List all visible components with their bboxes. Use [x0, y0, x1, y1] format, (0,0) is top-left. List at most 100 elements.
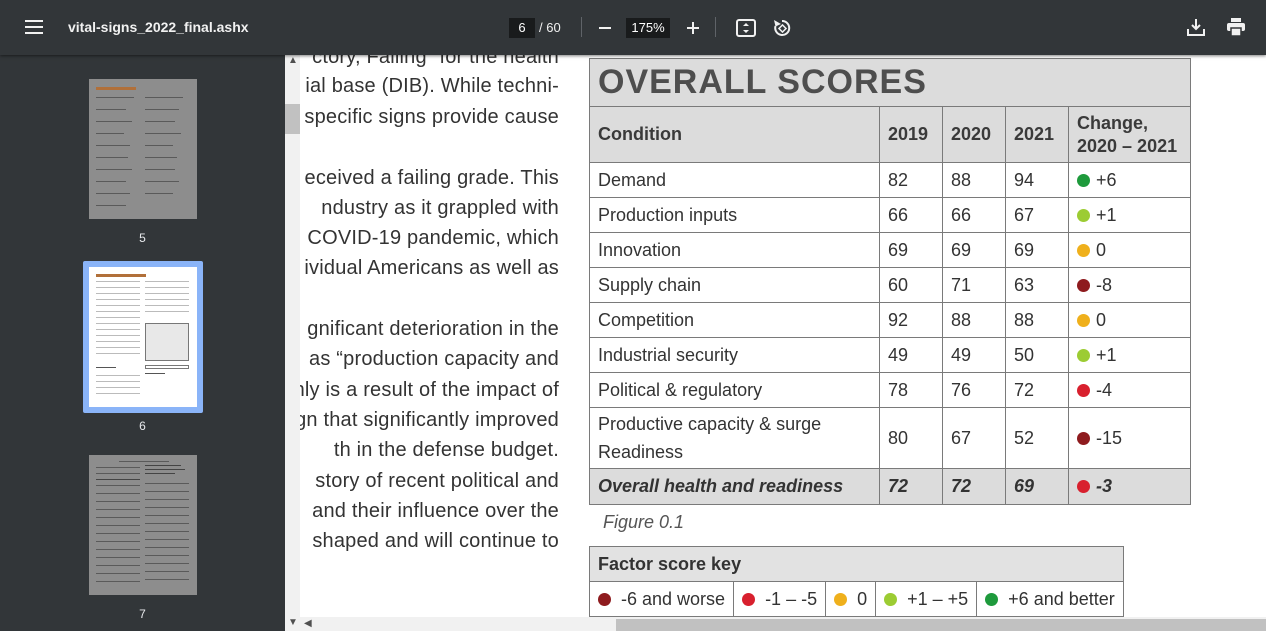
value-2019: 78	[879, 372, 943, 408]
scroll-down-arrow[interactable]: ▼	[288, 617, 298, 628]
value-2020: 88	[942, 162, 1006, 198]
fit-to-page-icon[interactable]	[730, 12, 762, 44]
change-cell: -4	[1068, 372, 1191, 408]
scroll-left-arrow[interactable]: ◀	[304, 618, 312, 629]
key-item: -1 – -5	[733, 581, 827, 617]
change-cell: -15	[1068, 407, 1191, 469]
key-title: Factor score key	[589, 546, 1124, 582]
download-icon[interactable]	[1180, 11, 1212, 43]
change-value: +1	[1096, 344, 1117, 365]
key-label: +6 and better	[1008, 588, 1115, 609]
key-row: -6 and worse -1 – -5 0 +1 – +5 +6 and be…	[588, 581, 1124, 617]
toolbar-divider	[715, 17, 716, 37]
body-text-line: ividual Americans as well as	[304, 257, 559, 279]
condition-cell: Innovation	[589, 232, 880, 268]
page-thumbnail-7[interactable]	[89, 455, 197, 595]
header-2020: 2020	[942, 106, 1006, 163]
value-2019: 60	[879, 267, 943, 303]
change-value: 0	[1096, 239, 1107, 260]
key-label: -6 and worse	[621, 588, 726, 609]
pdf-toolbar: vital-signs_2022_final.ashx 6 / 60 175%	[0, 0, 1266, 55]
horizontal-scrollbar[interactable]: ◀	[300, 617, 1266, 631]
change-value: -4	[1096, 379, 1113, 400]
print-icon[interactable]	[1220, 11, 1252, 43]
key-item: 0	[825, 581, 877, 617]
value-2021: 69	[1005, 468, 1069, 505]
change-value: +6	[1096, 169, 1117, 190]
value-2021: 94	[1005, 162, 1069, 198]
status-dot-icon	[1077, 313, 1090, 327]
status-dot-icon	[1077, 278, 1090, 292]
change-cell: 0	[1068, 232, 1191, 268]
key-item: +6 and better	[976, 581, 1124, 617]
zoom-in-button[interactable]	[677, 12, 709, 44]
value-2019: 69	[879, 232, 943, 268]
page-thumbnail-6[interactable]	[89, 267, 197, 407]
page-total: / 60	[539, 20, 561, 35]
status-dot-icon	[1077, 243, 1090, 257]
change-value: -8	[1096, 274, 1113, 295]
header-condition: Condition	[589, 106, 880, 163]
body-text-line: as “production capacity and	[309, 348, 559, 370]
condition-cell: Competition	[589, 302, 880, 338]
table-title: OVERALL SCORES	[589, 58, 1191, 107]
overall-row: Overall health and readiness 72 72 69 -3	[589, 468, 1191, 505]
change-cell: +1	[1068, 337, 1191, 373]
key-label: 0	[857, 588, 868, 609]
rotate-icon[interactable]	[766, 12, 798, 44]
value-2020: 88	[942, 302, 1006, 338]
vertical-scrollbar-thumb[interactable]	[285, 104, 300, 134]
thumbnail-label-7: 7	[139, 607, 146, 621]
status-dot-icon	[985, 592, 999, 606]
condition-line1: Productive capacity & surge	[598, 414, 822, 434]
condition-cell: Overall health and readiness	[589, 468, 880, 505]
factor-score-key: Factor score key -6 and worse -1 – -5 0 …	[588, 546, 1124, 617]
condition-cell: Political & regulatory	[589, 372, 880, 408]
toolbar-divider	[581, 17, 582, 37]
condition-line2: Readiness	[598, 442, 684, 462]
key-item: +1 – +5	[875, 581, 978, 617]
body-text-line: ctory, Failing” for the health	[312, 55, 559, 68]
zoom-out-button[interactable]	[589, 12, 621, 44]
change-cell: -8	[1068, 267, 1191, 303]
body-text-line: eceived a failing grade. This	[304, 167, 559, 189]
page-number-input[interactable]: 6	[509, 18, 535, 38]
status-dot-icon	[1077, 173, 1090, 187]
value-2021: 52	[1005, 407, 1069, 469]
status-dot-icon	[598, 592, 611, 606]
body-text-line: and their influence over the	[312, 500, 559, 522]
horizontal-scrollbar-thumb[interactable]	[616, 619, 1266, 631]
value-2021: 67	[1005, 197, 1069, 233]
condition-cell: Supply chain	[589, 267, 880, 303]
condition-cell: Productive capacity & surge Readiness	[589, 407, 880, 469]
value-2019: 82	[879, 162, 943, 198]
status-dot-icon	[742, 592, 756, 606]
condition-cell: Production inputs	[589, 197, 880, 233]
body-text-line: ndustry as it grappled with	[321, 197, 559, 219]
body-text-line: ial base (DIB). While techni-	[305, 75, 559, 97]
status-dot-icon	[1077, 208, 1090, 222]
value-2019: 92	[879, 302, 943, 338]
vertical-scrollbar[interactable]: ▲ ▼	[285, 55, 300, 631]
body-text-line: specific signs provide cause	[304, 106, 559, 128]
document-title: vital-signs_2022_final.ashx	[68, 19, 249, 35]
table-row: Competition 92 88 88 0	[589, 302, 1191, 338]
change-cell: -3	[1068, 468, 1191, 505]
status-dot-icon	[884, 592, 898, 606]
value-2020: 49	[942, 337, 1006, 373]
body-text-line: COVID-19 pandemic, which	[307, 227, 559, 249]
thumbnail-sidebar: 5 6	[0, 55, 285, 631]
thumbnail-label-5: 5	[139, 231, 146, 245]
status-dot-icon	[1077, 431, 1090, 445]
zoom-level-input[interactable]: 175%	[626, 18, 670, 38]
key-item: -6 and worse	[588, 581, 735, 617]
value-2019: 66	[879, 197, 943, 233]
table-row: Supply chain 60 71 63 -8	[589, 267, 1191, 303]
body-text-line: shaped and will continue to	[312, 530, 559, 552]
value-2020: 69	[942, 232, 1006, 268]
scroll-up-arrow[interactable]: ▲	[288, 55, 298, 66]
page-thumbnail-5[interactable]	[89, 79, 197, 219]
menu-icon[interactable]	[18, 11, 50, 43]
header-change-line2: 2020 – 2021	[1077, 135, 1178, 156]
status-dot-icon	[1077, 348, 1090, 362]
